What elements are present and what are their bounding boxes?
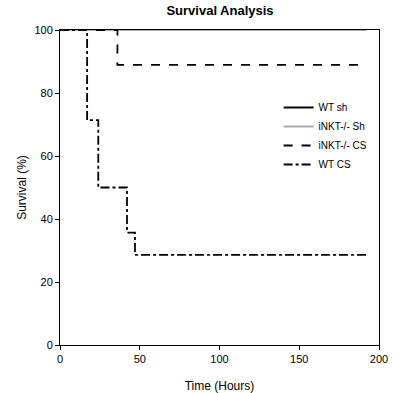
svg-text:0: 0 — [57, 353, 63, 365]
svg-text:100: 100 — [34, 24, 52, 36]
svg-text:100: 100 — [210, 353, 228, 365]
svg-text:20: 20 — [41, 276, 53, 288]
svg-text:iNKT-/- Sh: iNKT-/- Sh — [319, 121, 365, 132]
svg-text:iNKT-/- CS: iNKT-/- CS — [319, 140, 367, 151]
svg-text:Survival Analysis: Survival Analysis — [166, 3, 273, 18]
svg-text:Time (Hours): Time (Hours) — [185, 379, 255, 393]
svg-text:WT CS: WT CS — [319, 159, 351, 170]
svg-text:40: 40 — [41, 213, 53, 225]
svg-text:50: 50 — [134, 353, 146, 365]
svg-text:0: 0 — [47, 339, 53, 351]
svg-text:150: 150 — [290, 353, 308, 365]
svg-text:WT sh: WT sh — [319, 102, 348, 113]
svg-text:60: 60 — [41, 150, 53, 162]
svg-text:Survival (%): Survival (%) — [15, 155, 29, 220]
svg-text:200: 200 — [370, 353, 388, 365]
svg-text:80: 80 — [41, 87, 53, 99]
